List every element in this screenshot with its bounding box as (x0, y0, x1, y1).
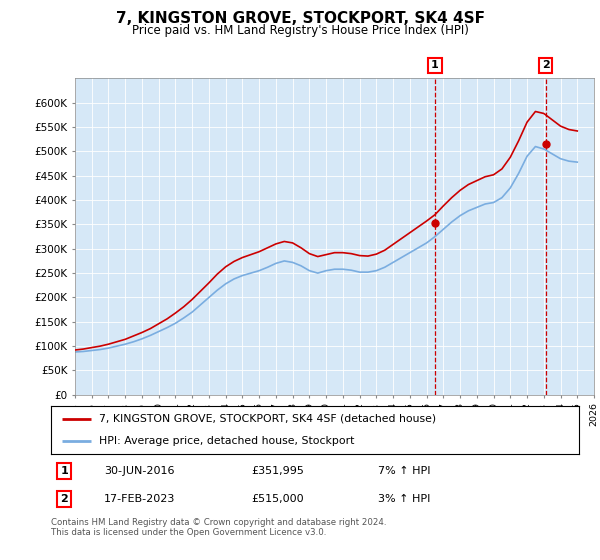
Text: £351,995: £351,995 (251, 466, 305, 476)
Text: 2: 2 (542, 60, 550, 71)
Text: Price paid vs. HM Land Registry's House Price Index (HPI): Price paid vs. HM Land Registry's House … (131, 24, 469, 36)
Text: 30-JUN-2016: 30-JUN-2016 (104, 466, 175, 476)
Text: 17-FEB-2023: 17-FEB-2023 (104, 494, 175, 503)
Text: 2: 2 (61, 494, 68, 503)
Text: Contains HM Land Registry data © Crown copyright and database right 2024.
This d: Contains HM Land Registry data © Crown c… (51, 518, 386, 538)
Text: 3% ↑ HPI: 3% ↑ HPI (379, 494, 431, 503)
Text: £515,000: £515,000 (251, 494, 304, 503)
Text: HPI: Average price, detached house, Stockport: HPI: Average price, detached house, Stoc… (98, 436, 354, 446)
Text: 7, KINGSTON GROVE, STOCKPORT, SK4 4SF (detached house): 7, KINGSTON GROVE, STOCKPORT, SK4 4SF (d… (98, 414, 436, 424)
Text: 7% ↑ HPI: 7% ↑ HPI (379, 466, 431, 476)
Text: 1: 1 (431, 60, 439, 71)
Text: 7, KINGSTON GROVE, STOCKPORT, SK4 4SF: 7, KINGSTON GROVE, STOCKPORT, SK4 4SF (115, 11, 485, 26)
Text: 1: 1 (61, 466, 68, 476)
